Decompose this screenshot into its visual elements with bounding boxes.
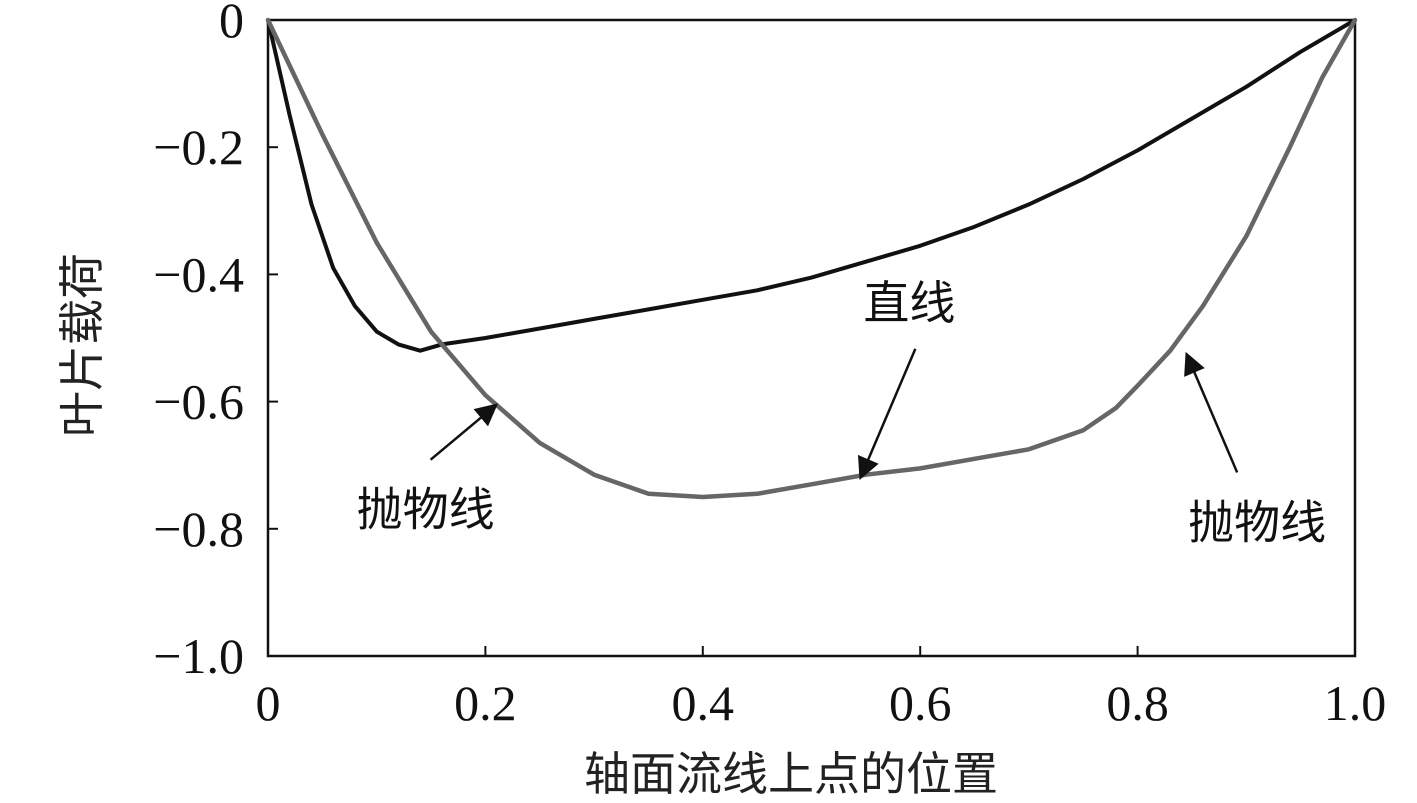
series-layer — [265, 17, 1358, 500]
y-tick-label: −1.0 — [153, 628, 244, 684]
annotation-label: 抛物线 — [357, 483, 495, 537]
annotation-label: 抛物线 — [1188, 495, 1326, 549]
y-axis-title: 叶片载荷 — [55, 253, 109, 437]
x-tick-label: 1.0 — [1324, 675, 1387, 731]
x-tick-label: 0 — [256, 675, 281, 731]
y-tick-label: −0.6 — [153, 374, 244, 430]
x-tick-label: 0.8 — [1106, 675, 1169, 731]
y-tick-label: −0.8 — [153, 501, 244, 557]
x-axis: 0 0.2 0.4 0.6 0.8 1.0 — [256, 646, 1387, 731]
x-tick-label: 0.6 — [889, 675, 952, 731]
annotation-arrow — [429, 403, 498, 461]
annotation-arrow — [1184, 351, 1239, 473]
x-tick-label: 0.2 — [454, 675, 517, 731]
x-tick-label: 0.4 — [672, 675, 735, 731]
series-line-1 — [266, 18, 1357, 353]
annotation-arrow — [857, 348, 917, 480]
annotation-label: 直线 — [863, 276, 955, 330]
series-line-2 — [265, 17, 1358, 500]
x-axis-title: 轴面流线上点的位置 — [584, 747, 998, 801]
y-tick-label: −0.2 — [153, 119, 244, 175]
plot-border — [266, 18, 1357, 658]
y-tick-label: 0 — [219, 0, 244, 48]
y-tick-label: −0.4 — [153, 246, 244, 302]
y-axis: 0 −0.2 −0.4 −0.6 −0.8 −1.0 — [153, 0, 278, 684]
plot-area — [266, 18, 1357, 658]
